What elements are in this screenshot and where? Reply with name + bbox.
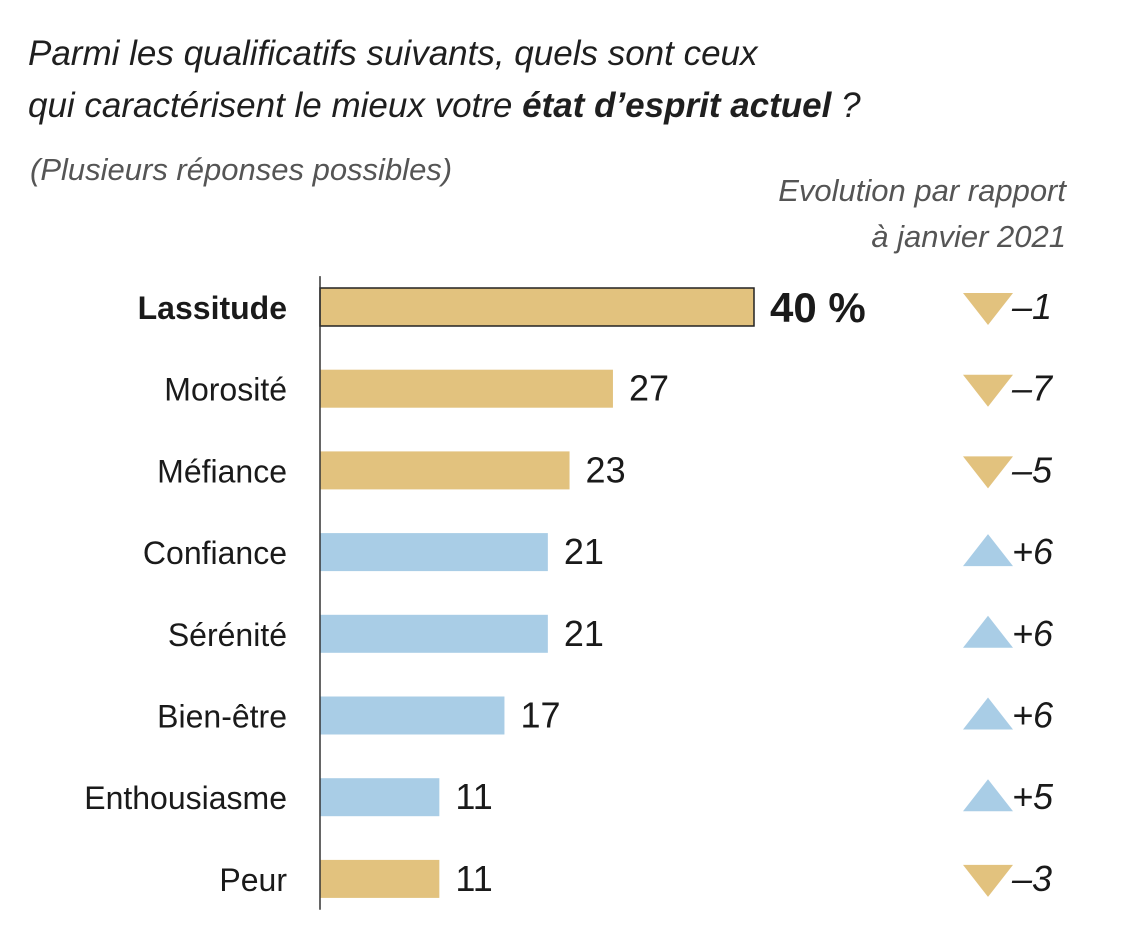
value-label: 11 [455,776,492,817]
triangle-down-icon [963,374,1013,407]
value-label: 27 [629,368,669,409]
title-line-2-end: ? [831,86,861,125]
value-label: 40 % [770,284,866,331]
change-label: –3 [1011,858,1052,899]
bar [320,778,440,817]
value-label: 21 [564,531,604,572]
category-label: Morosité [164,372,287,408]
title-line-2: qui caractérisent le mieux votre état d’… [28,80,861,132]
category-label: Lassitude [138,290,287,326]
evolution-header-line-2: à janvier 2021 [871,219,1066,254]
triangle-down-icon [963,864,1013,897]
change-label: +6 [1012,531,1054,572]
bar [320,451,570,490]
change-label: –7 [1011,368,1054,409]
bar [320,696,505,735]
change-label: +6 [1012,695,1054,736]
bar [320,614,548,653]
change-label: +6 [1012,613,1054,654]
triangle-up-icon [963,697,1013,730]
chart-title: Parmi les qualificatifs suivants, quels … [28,28,861,132]
triangle-down-icon [963,456,1013,489]
bar [319,287,755,327]
chart-subtitle: (Plusieurs réponses possibles) [30,152,453,187]
bar [320,369,613,408]
title-line-1: Parmi les qualificatifs suivants, quels … [28,34,758,73]
title-line-2-start: qui caractérisent le mieux votre [28,86,523,125]
value-label: 21 [564,613,604,654]
evolution-header-line-1: Evolution par rapport [778,173,1066,208]
value-label: 11 [455,858,492,899]
title-emphasis: état d’esprit actuel [522,86,832,125]
change-label: –5 [1011,449,1053,490]
bar [320,533,548,572]
category-label: Bien-être [157,699,287,735]
value-label: 23 [586,449,626,490]
triangle-up-icon [963,534,1013,567]
category-label: Enthousiasme [84,780,287,816]
triangle-up-icon [963,779,1013,812]
bar [320,859,440,898]
triangle-up-icon [963,615,1013,648]
category-label: Peur [219,862,287,898]
category-label: Sérénité [168,617,287,653]
category-label: Confiance [143,535,287,571]
evolution-header: Evolution par rapport à janvier 2021 [778,168,1066,260]
triangle-down-icon [963,293,1013,325]
value-label: 17 [520,695,560,736]
change-label: +5 [1012,776,1054,817]
category-label: Méfiance [157,453,287,489]
change-label: –1 [1011,286,1052,327]
